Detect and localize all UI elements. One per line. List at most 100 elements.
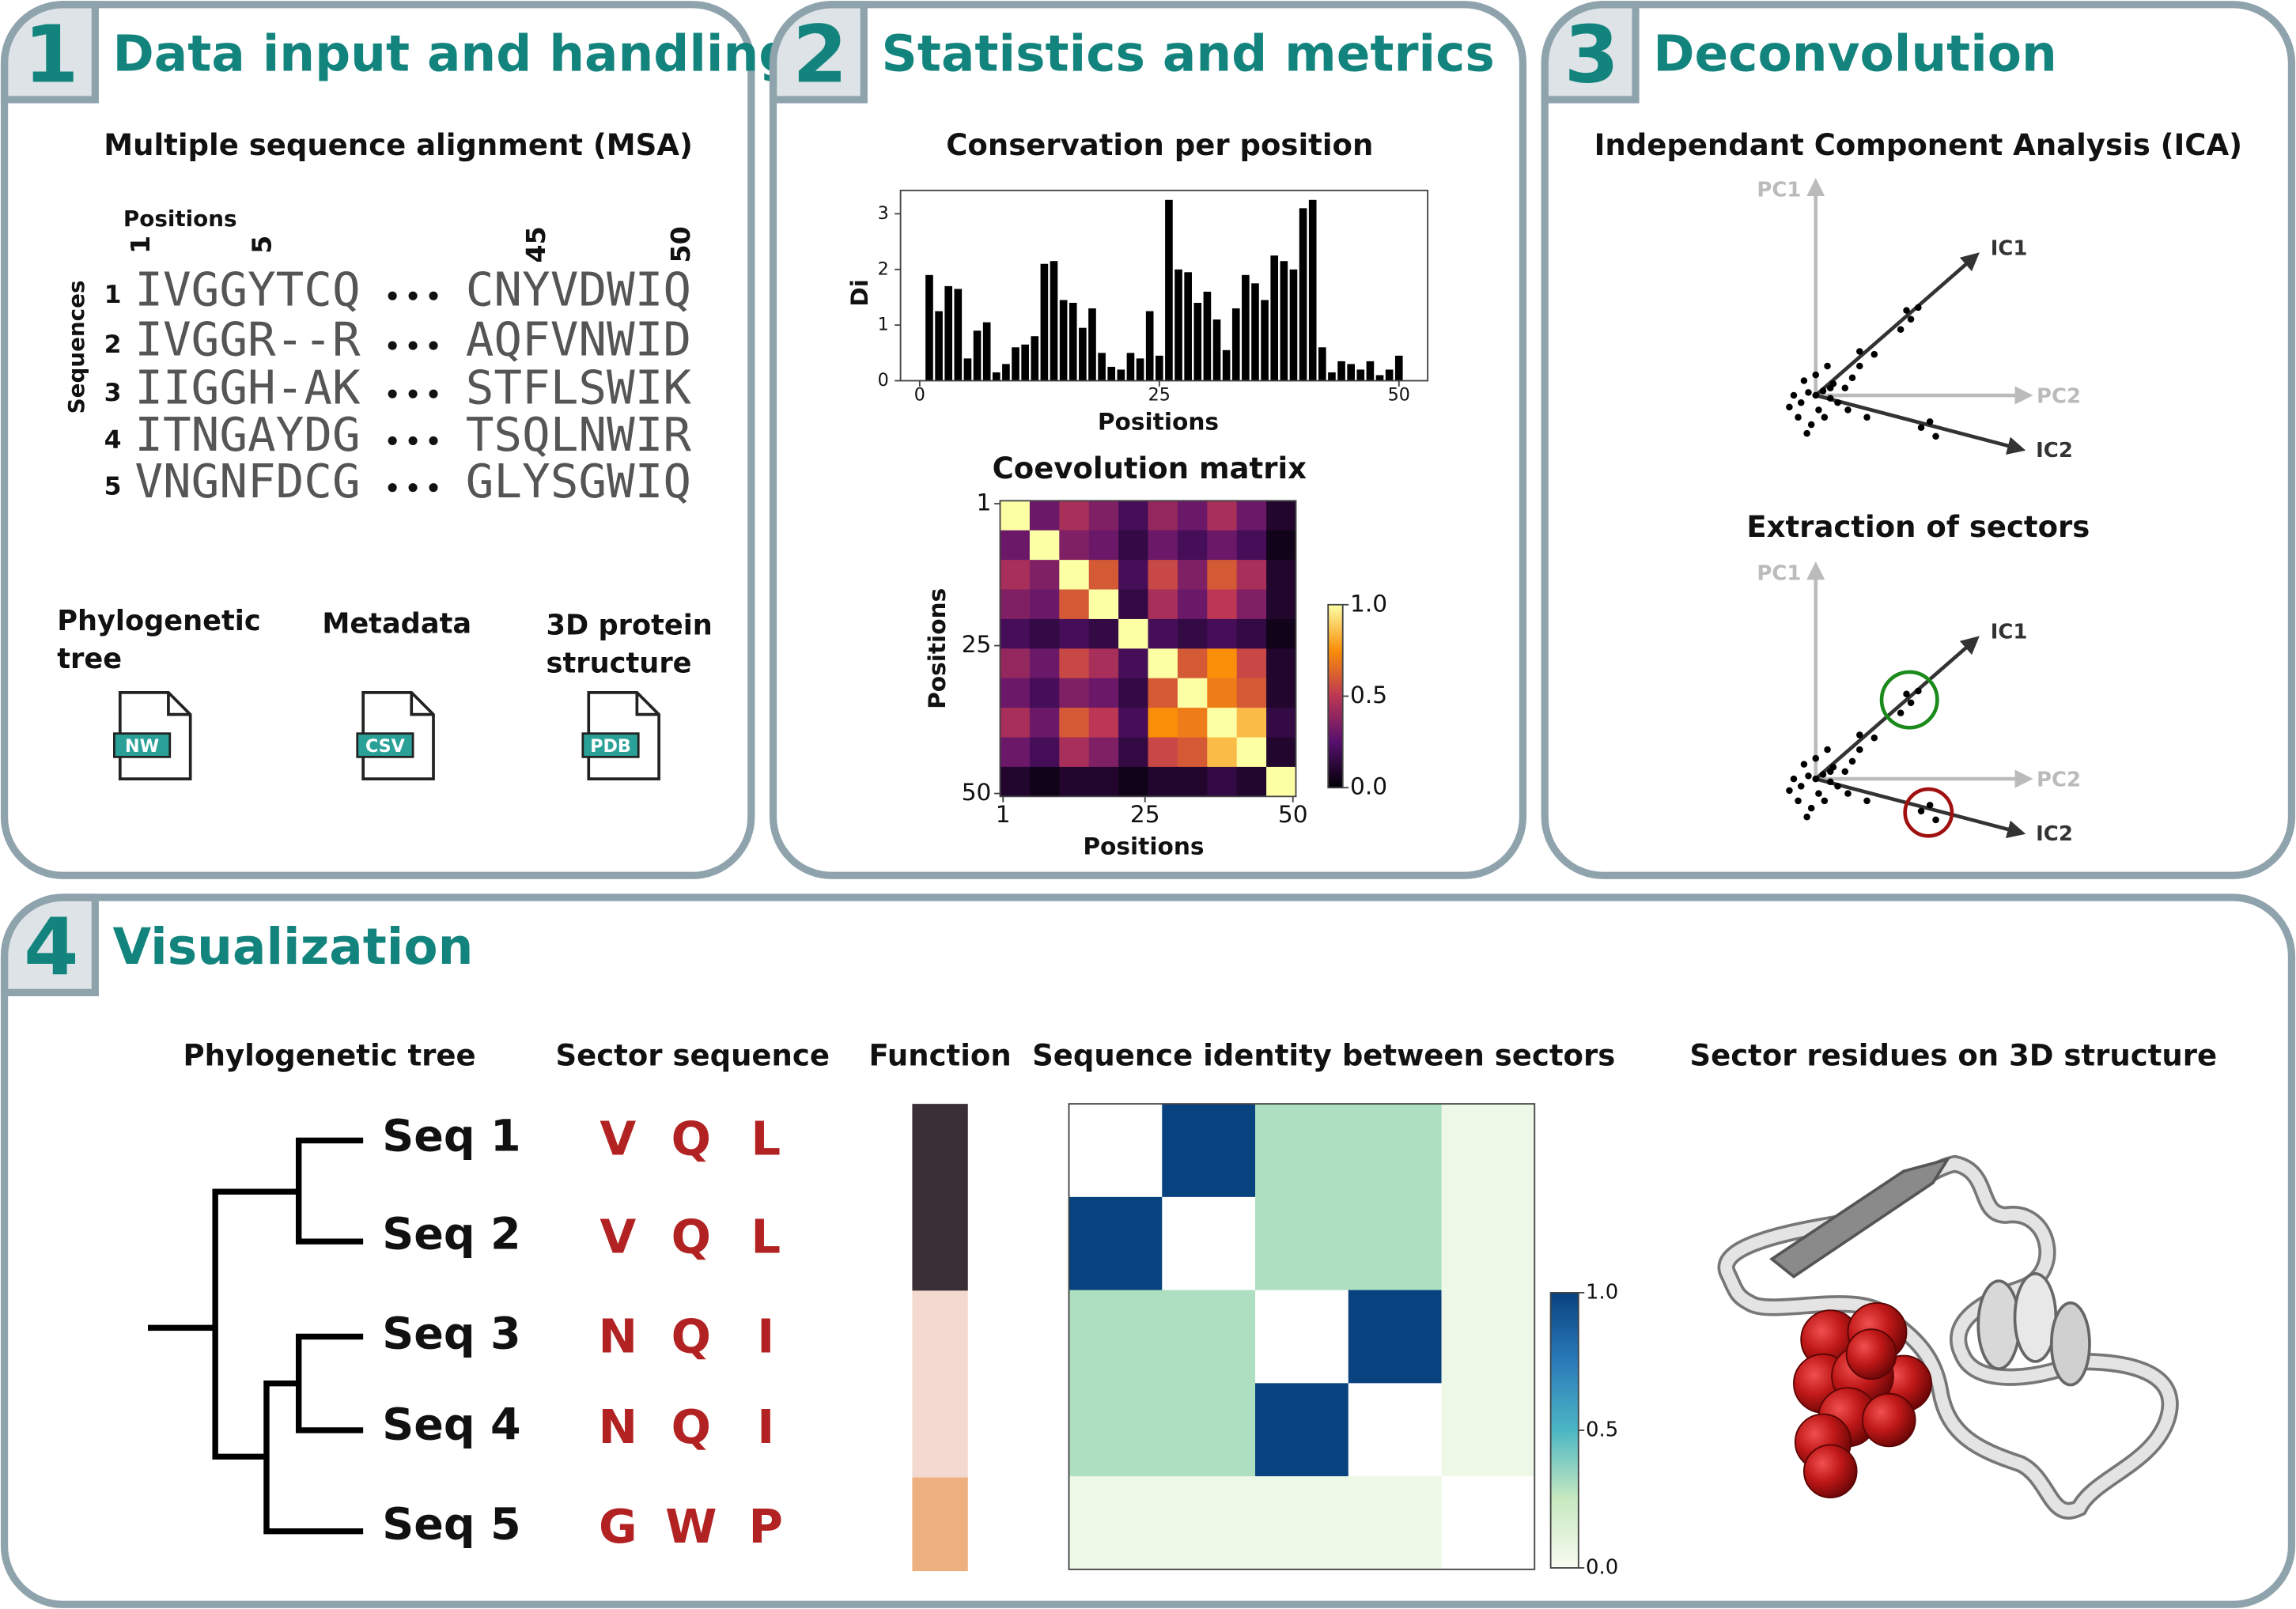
panel-number: 2: [792, 8, 848, 100]
heatmap-cell: [1236, 618, 1267, 649]
axis-label: IC1: [1991, 236, 2028, 260]
heatmap-cell: [1207, 708, 1238, 738]
heatmap-cell: [1088, 766, 1119, 797]
heatmap-cell: [1118, 678, 1149, 708]
bar: [1270, 255, 1279, 381]
heatmap-cell: [1000, 530, 1031, 561]
point: [1807, 421, 1815, 429]
point: [1826, 395, 1834, 402]
section-title: Sequence identity between sectors: [1032, 1038, 1615, 1072]
msa-title: Multiple sequence alignment (MSA): [104, 128, 693, 162]
sequence-name: Seq 3: [382, 1309, 520, 1360]
heatmap-cell: [1088, 737, 1119, 768]
function-block: [912, 1290, 968, 1384]
bar: [935, 311, 943, 381]
section-title: Phylogenetic tree: [183, 1038, 475, 1072]
point: [1786, 403, 1793, 411]
ellipsis-dot: [388, 341, 397, 350]
heatmap-cell: [1000, 678, 1031, 708]
residue: Q: [671, 1399, 711, 1454]
function-block: [912, 1197, 968, 1291]
heatmap-cell: [1000, 618, 1031, 649]
heatmap-cell: [1000, 708, 1031, 738]
point: [1812, 371, 1819, 379]
heatmap-cell: [1148, 737, 1178, 768]
bar: [1356, 369, 1365, 381]
section-title: Sector residues on 3D structure: [1689, 1038, 2217, 1072]
heatmap-cell: [1088, 500, 1119, 531]
bar: [1174, 269, 1182, 381]
heatmap-cell: [1029, 708, 1060, 738]
y-tick-label: 25: [962, 631, 992, 658]
heatmap-cell: [1088, 618, 1119, 649]
bar: [1040, 263, 1049, 381]
heatmap-cell: [1000, 589, 1031, 620]
bar: [1031, 336, 1039, 381]
msa-left: VNGNFDCG: [134, 454, 360, 508]
heatmap-cell: [1118, 618, 1149, 649]
axis-label: IC2: [2036, 439, 2073, 463]
ellipsis-dot: [408, 483, 418, 493]
axis-label: PC1: [1757, 178, 1801, 202]
heatmap-cell: [1059, 737, 1090, 768]
ellipsis-dot: [388, 436, 397, 445]
bar: [1347, 364, 1355, 381]
point: [1907, 315, 1915, 323]
point: [1870, 735, 1878, 742]
sequence-name: Seq 4: [382, 1399, 520, 1450]
bar: [1069, 302, 1077, 381]
ellipsis-dot: [408, 341, 418, 350]
x-tick-label: 0: [914, 385, 925, 406]
colorbar-label: 1.0: [1350, 590, 1387, 617]
heatmap-cell: [1236, 589, 1267, 620]
bar: [1012, 347, 1019, 381]
heatmap-cell: [1266, 737, 1297, 768]
msa-left: IVGGR--R: [134, 312, 361, 366]
input-label: Phylogenetic: [57, 605, 261, 637]
point: [1856, 731, 1863, 738]
input-label: structure: [547, 648, 692, 680]
residue: N: [599, 1399, 638, 1454]
ellipsis-dot: [429, 341, 438, 350]
heatmap-cell: [1266, 618, 1297, 649]
residue: Q: [671, 1209, 711, 1263]
heatmap-cell: [1266, 530, 1297, 561]
x-axis-label: Positions: [1083, 833, 1204, 860]
heatmap-cell: [1162, 1104, 1256, 1198]
residue: I: [757, 1399, 774, 1454]
y-tick-label: 1: [977, 489, 992, 516]
bar: [1203, 291, 1212, 381]
point: [1795, 797, 1802, 805]
heatmap-cell: [1177, 500, 1208, 531]
bar: [1242, 274, 1250, 381]
point: [1903, 307, 1910, 314]
bar: [1299, 208, 1307, 381]
panel: [0, 1, 755, 879]
heatmap-cell: [1059, 708, 1090, 738]
heatmap-cell: [1118, 530, 1149, 561]
point: [1863, 414, 1870, 421]
bar: [944, 285, 953, 381]
point: [1841, 768, 1849, 776]
point: [1917, 807, 1925, 815]
point: [1803, 813, 1810, 821]
x-tick-label: 50: [1278, 801, 1308, 828]
msa-right: GLYSGWIQ: [466, 454, 691, 508]
bar: [1193, 302, 1202, 381]
heatmap-cell: [1029, 560, 1060, 591]
heatmap-cell: [1236, 678, 1267, 708]
residue: L: [751, 1209, 781, 1263]
row-index: 5: [104, 473, 122, 501]
heatmap-cell: [1236, 560, 1267, 591]
function-block: [912, 1384, 968, 1478]
heatmap-cell: [1029, 678, 1060, 708]
heatmap-cell: [1266, 766, 1297, 797]
bar: [1117, 369, 1125, 381]
empty-cell: [1069, 1104, 1163, 1197]
heatmap-cell: [1000, 648, 1031, 679]
bar: [1136, 358, 1144, 381]
heatmap-cell: [1059, 589, 1090, 620]
empty-cell: [1162, 1196, 1256, 1290]
heatmap-cell: [1441, 1104, 1535, 1198]
msa-right: AQFVNWID: [466, 312, 691, 366]
